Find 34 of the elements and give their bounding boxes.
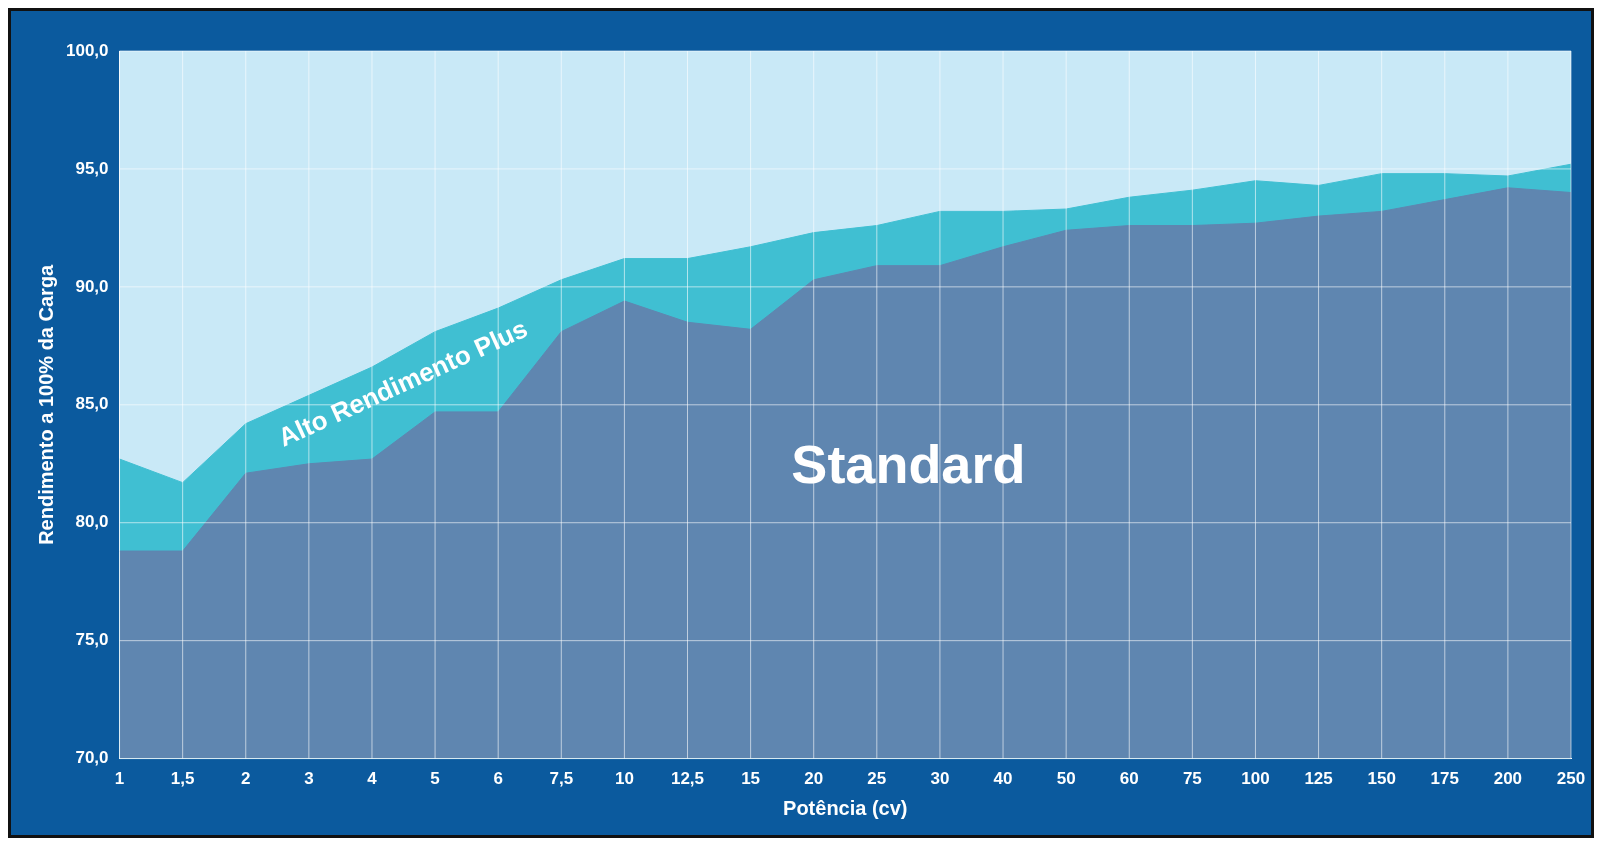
x-tick-label: 12,5 <box>670 769 705 789</box>
y-tick-label: 85,0 <box>75 394 109 414</box>
x-tick-label: 1 <box>114 769 125 789</box>
x-tick-label: 250 <box>1556 769 1586 789</box>
x-tick-label: 3 <box>304 769 314 789</box>
x-tick-label: 5 <box>430 769 440 789</box>
x-tick-label: 50 <box>1056 769 1076 789</box>
y-tick-label: 75,0 <box>75 630 109 650</box>
x-tick-label: 30 <box>930 769 950 789</box>
x-axis-title: Potência (cv) <box>783 796 908 819</box>
y-axis-title: Rendimento a 100% da Carga <box>34 263 57 545</box>
y-tick-label: 100,0 <box>65 40 109 60</box>
x-tick-label: 60 <box>1119 769 1139 789</box>
x-tick-label: 6 <box>493 769 503 789</box>
x-tick-label: 10 <box>614 769 634 789</box>
x-tick-label: 150 <box>1367 769 1396 789</box>
y-tick-label: 90,0 <box>75 276 109 296</box>
x-tick-label: 175 <box>1430 769 1459 789</box>
y-tick-label: 95,0 <box>75 158 109 178</box>
x-tick-label: 15 <box>741 769 761 789</box>
x-tick-label: 200 <box>1493 769 1523 789</box>
x-tick-label: 7,5 <box>549 769 574 789</box>
x-tick-label: 2 <box>241 769 251 789</box>
x-tick-label: 125 <box>1304 769 1333 789</box>
x-tick-label: 25 <box>867 769 887 789</box>
y-tick-label: 80,0 <box>75 512 109 532</box>
y-tick-label: 70,0 <box>75 748 109 768</box>
x-tick-label: 40 <box>993 769 1013 789</box>
x-tick-label: 100 <box>1241 769 1270 789</box>
series-label: Standard <box>791 434 1026 495</box>
x-tick-label: 4 <box>367 769 378 789</box>
x-tick-label: 20 <box>804 769 824 789</box>
x-tick-label: 1,5 <box>170 769 195 789</box>
x-tick-label: 75 <box>1182 769 1202 789</box>
